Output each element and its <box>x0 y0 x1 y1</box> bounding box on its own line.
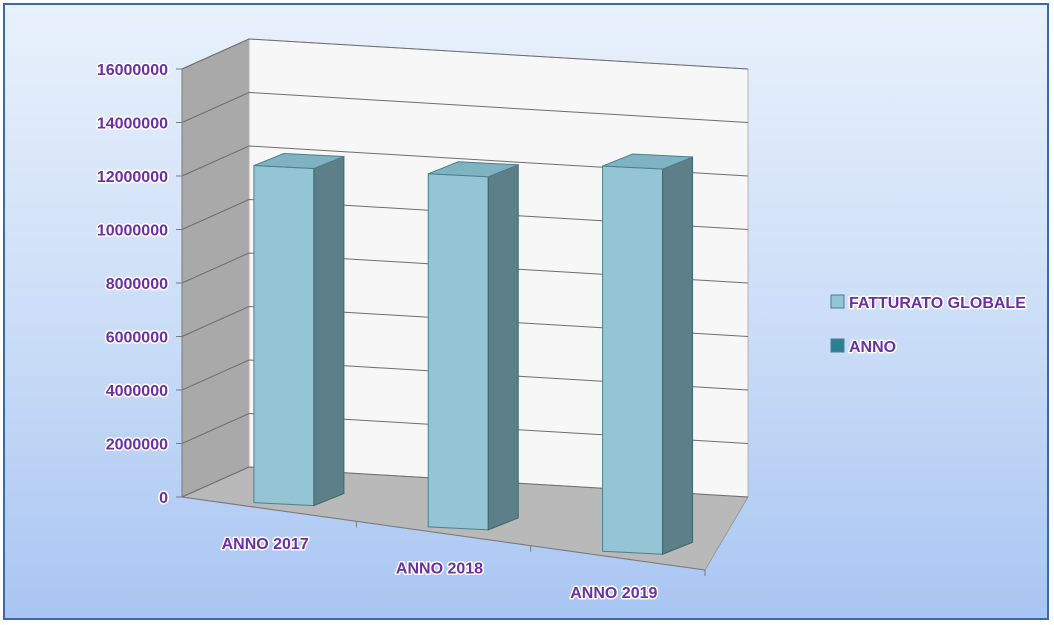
legend-swatch <box>830 294 845 309</box>
gridline <box>181 38 749 70</box>
y-tick-label: 4000000 <box>106 383 168 400</box>
y-tick-label: 2000000 <box>106 437 168 454</box>
gridline <box>181 412 749 444</box>
bar-side-face <box>487 164 519 531</box>
bar-front-face <box>602 165 664 555</box>
y-tick-label: 14000000 <box>97 116 168 133</box>
bar <box>427 161 519 531</box>
bar-side-face <box>313 155 345 507</box>
gridline <box>181 305 749 337</box>
y-tick-label: 16000000 <box>97 62 168 79</box>
chart-plot: 0 2000000 4000000 6000000 8000000 10000000 120… <box>95 38 1028 603</box>
legend-label: FATTURATO GLOBALE <box>849 295 1026 312</box>
bar-top-face <box>428 161 519 178</box>
gridline <box>181 91 749 123</box>
gridline <box>181 145 749 177</box>
bar <box>253 153 345 507</box>
gridline <box>181 359 749 391</box>
legend-swatch <box>830 338 845 353</box>
bar-top-face <box>602 153 693 170</box>
bar-side-face <box>662 156 694 555</box>
chart-frame: 0 2000000 4000000 6000000 8000000 10000000 120… <box>3 3 1049 620</box>
x-category-label: ANNO 2017 <box>222 536 309 553</box>
bar-front-face <box>253 164 315 507</box>
bar-front-face <box>427 173 489 531</box>
legend-label: ANNO <box>849 339 896 356</box>
bar <box>602 153 694 555</box>
gridline <box>181 198 749 230</box>
y-tick-label: 8000000 <box>106 276 168 293</box>
x-category-label: ANNO 2018 <box>396 561 483 578</box>
y-tick-label: 12000000 <box>97 169 168 186</box>
x-axis-line <box>181 496 706 571</box>
y-tick-label: 10000000 <box>97 223 168 240</box>
y-tick-label: 0 <box>159 490 168 507</box>
gridline <box>181 466 749 498</box>
gridline <box>181 252 749 284</box>
x-category-label: ANNO 2019 <box>570 585 657 602</box>
bar-top-face <box>253 153 345 170</box>
y-tick-label: 6000000 <box>106 330 168 347</box>
